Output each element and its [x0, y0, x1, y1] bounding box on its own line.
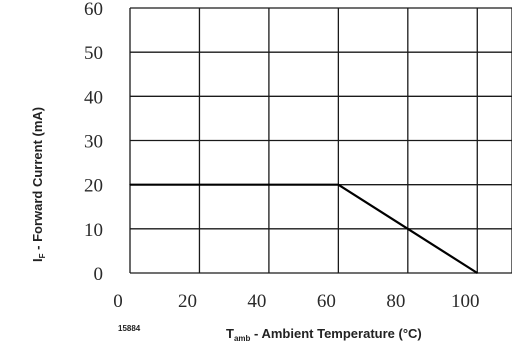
y-tick-label: 40	[84, 87, 103, 108]
y-tick-label: 20	[84, 176, 103, 197]
data-point	[476, 272, 478, 274]
y-axis-title-text: - Forward Current (mA)	[30, 107, 45, 254]
x-axis-title-subscript: amb	[234, 334, 251, 343]
x-tick-label: 40	[247, 291, 266, 312]
y-axis-title-subscript: F	[38, 253, 47, 258]
y-tick-label: 30	[84, 132, 103, 153]
x-tick-label: 60	[317, 291, 336, 312]
x-axis-title: Tamb - Ambient Temperature (°C)	[226, 326, 422, 343]
plot-grid	[129, 7, 512, 274]
x-tick-label: 80	[386, 291, 405, 312]
figure-id: 15884	[118, 324, 141, 333]
x-tick-labels: 0 20 40 60 80 100	[113, 291, 479, 312]
y-axis-title: IF - Forward Current (mA)	[30, 107, 47, 262]
x-axis-title-text: - Ambient Temperature (°C)	[250, 326, 421, 341]
y-tick-label: 60	[84, 0, 103, 20]
y-tick-label: 50	[84, 43, 103, 64]
x-tick-label: 100	[451, 291, 480, 312]
y-axis-title-symbol: I	[30, 258, 45, 262]
data-point	[337, 184, 339, 186]
y-tick-labels: 0 10 20 30 40 50 60	[84, 0, 103, 285]
y-tick-label: 0	[94, 264, 104, 285]
x-tick-label: 20	[178, 291, 197, 312]
x-axis-title-symbol: T	[226, 326, 234, 341]
y-tick-label: 10	[84, 220, 103, 241]
series-layer	[129, 183, 478, 274]
data-point	[129, 184, 131, 186]
x-tick-label: 0	[113, 291, 123, 312]
